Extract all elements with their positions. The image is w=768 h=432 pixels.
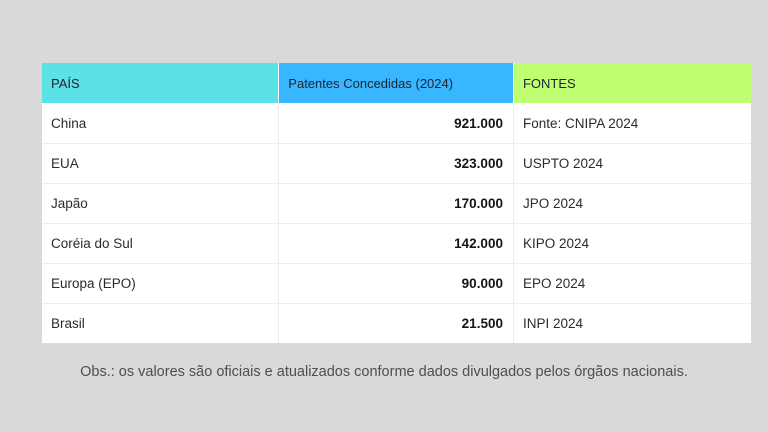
- table-row: Japão 170.000 JPO 2024: [42, 183, 751, 224]
- cell-country: Europa (EPO): [42, 263, 280, 304]
- cell-patents: 21.500: [278, 303, 514, 343]
- header-cell-patents: Patentes Concedidas (2024): [278, 63, 514, 104]
- patents-table-container: PAÍS Patentes Concedidas (2024) FONTES C…: [42, 63, 751, 343]
- table-row: Coréia do Sul 142.000 KIPO 2024: [42, 223, 751, 264]
- cell-patents: 921.000: [278, 103, 514, 144]
- cell-country: Brasil: [42, 303, 280, 343]
- table-row: China 921.000 Fonte: CNIPA 2024: [42, 103, 751, 144]
- cell-patents: 142.000: [278, 223, 514, 264]
- header-cell-sources: FONTES: [512, 63, 751, 104]
- cell-source: Fonte: CNIPA 2024: [512, 103, 751, 144]
- footnote: Obs.: os valores são oficiais e atualiza…: [80, 364, 688, 380]
- cell-source: INPI 2024: [512, 303, 751, 343]
- cell-country: China: [42, 103, 280, 144]
- cell-country: Japão: [42, 183, 280, 224]
- cell-country: Coréia do Sul: [42, 223, 280, 264]
- table-row: EUA 323.000 USPTO 2024: [42, 143, 751, 184]
- cell-patents: 323.000: [278, 143, 514, 184]
- table-header-row: PAÍS Patentes Concedidas (2024) FONTES: [42, 63, 751, 104]
- cell-patents: 90.000: [278, 263, 514, 304]
- cell-source: USPTO 2024: [512, 143, 751, 184]
- cell-country: EUA: [42, 143, 280, 184]
- cell-source: KIPO 2024: [512, 223, 751, 264]
- table-row: Europa (EPO) 90.000 EPO 2024: [42, 263, 751, 304]
- cell-patents: 170.000: [278, 183, 514, 224]
- patents-table: PAÍS Patentes Concedidas (2024) FONTES C…: [42, 63, 751, 343]
- cell-source: JPO 2024: [512, 183, 751, 224]
- cell-source: EPO 2024: [512, 263, 751, 304]
- table-row: Brasil 21.500 INPI 2024: [42, 303, 751, 343]
- header-cell-country: PAÍS: [42, 63, 280, 104]
